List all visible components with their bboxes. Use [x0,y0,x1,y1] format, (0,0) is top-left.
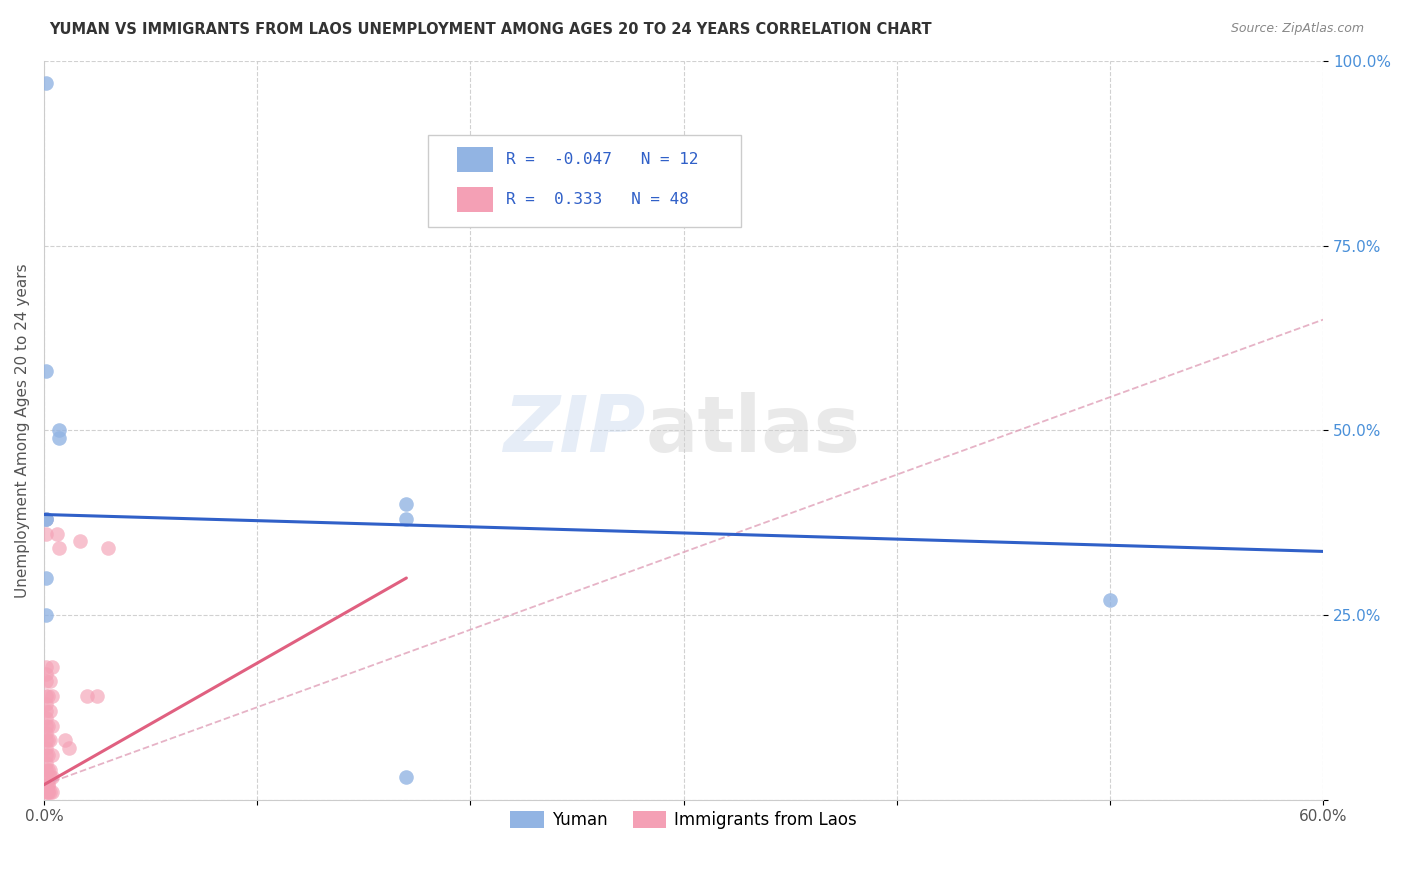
Point [395,770,418,784]
Point [69,534,91,549]
Point [86,689,108,703]
Point [39,674,62,689]
Point [35,76,58,90]
Point [35,785,58,799]
Point [97,541,120,556]
Point [35,719,58,733]
Point [39,704,62,718]
Point [45,526,67,541]
Point [35,674,58,689]
Point [35,748,58,763]
Point [48,431,70,445]
Point [35,733,58,747]
Y-axis label: Unemployment Among Ages 20 to 24 years: Unemployment Among Ages 20 to 24 years [15,263,30,598]
FancyBboxPatch shape [457,147,494,172]
Point [395,512,418,526]
Point [35,756,58,770]
Text: atlas: atlas [645,392,860,468]
Point [35,512,58,526]
Point [41,659,63,673]
Point [37,778,59,792]
Point [37,763,59,777]
Point [41,689,63,703]
Point [48,541,70,556]
Point [35,704,58,718]
Point [41,748,63,763]
Point [37,785,59,799]
Point [53,733,76,747]
Point [58,740,80,755]
Point [35,667,58,681]
Point [37,748,59,763]
Point [35,526,58,541]
Point [41,785,63,799]
Point [35,770,58,784]
Point [37,785,59,799]
FancyBboxPatch shape [457,186,494,211]
Text: R =  -0.047   N = 12: R = -0.047 N = 12 [506,152,699,167]
Text: YUMAN VS IMMIGRANTS FROM LAOS UNEMPLOYMENT AMONG AGES 20 TO 24 YEARS CORRELATION: YUMAN VS IMMIGRANTS FROM LAOS UNEMPLOYME… [49,22,932,37]
Point [35,659,58,673]
Point [35,726,58,740]
Point [35,512,58,526]
Point [37,733,59,747]
Legend: Yuman, Immigrants from Laos: Yuman, Immigrants from Laos [503,804,863,836]
Point [37,689,59,703]
Point [35,778,58,792]
Point [37,778,59,792]
Point [35,740,58,755]
FancyBboxPatch shape [427,135,741,227]
Point [35,512,58,526]
Point [35,763,58,777]
Point [39,733,62,747]
Point [41,770,63,784]
Point [37,719,59,733]
Point [35,697,58,711]
Point [35,571,58,585]
Text: ZIP: ZIP [503,392,645,468]
Text: Source: ZipAtlas.com: Source: ZipAtlas.com [1230,22,1364,36]
Point [39,785,62,799]
Point [48,423,70,437]
Point [35,607,58,622]
Point [76,689,98,703]
Point [39,763,62,777]
Text: R =  0.333   N = 48: R = 0.333 N = 48 [506,192,689,207]
Point [35,711,58,725]
Point [395,497,418,511]
Point [35,364,58,378]
Point [35,689,58,703]
Point [39,770,62,784]
Point [1099,593,1122,607]
Point [41,719,63,733]
